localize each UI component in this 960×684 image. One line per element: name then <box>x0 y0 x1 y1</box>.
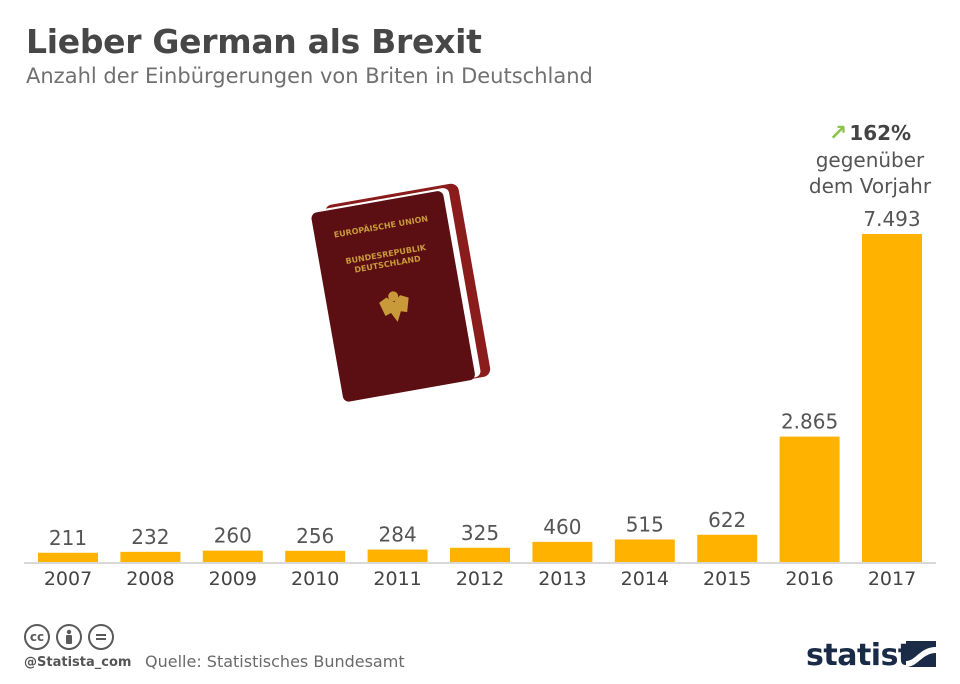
category-label-2017: 2017 <box>868 568 916 590</box>
passport-illustration: EUROPÄISCHE UNION BUNDESREPUBLIK DEUTSCH… <box>311 183 491 402</box>
bar-2010 <box>285 550 346 562</box>
value-label-2011: 284 <box>379 523 417 547</box>
value-label-2017: 7.493 <box>863 207 920 231</box>
growth-percent: 162% <box>849 121 912 145</box>
cc-icon[interactable]: cc <box>24 624 50 650</box>
statista-logo-icon <box>906 641 936 667</box>
value-label-2009: 260 <box>214 524 252 548</box>
bar-2007 <box>38 552 98 562</box>
category-label-2015: 2015 <box>703 568 751 590</box>
value-label-2008: 232 <box>131 525 169 549</box>
attribution-icon[interactable] <box>56 624 82 650</box>
category-label-2013: 2013 <box>538 568 586 590</box>
growth-text-line1: gegenüber <box>815 148 925 172</box>
bar-2011 <box>367 549 428 562</box>
category-label-2007: 2007 <box>44 568 92 590</box>
category-label-2010: 2010 <box>291 568 339 590</box>
value-label-2010: 256 <box>296 524 334 548</box>
chart-subtitle: Anzahl der Einbürgerungen von Briten in … <box>26 64 593 88</box>
value-label-2007: 211 <box>49 526 87 550</box>
bar-2014 <box>614 539 675 562</box>
value-label-2015: 622 <box>708 508 746 532</box>
statista-handle[interactable]: @Statista_com <box>24 655 132 670</box>
bar-2016 <box>779 436 840 562</box>
eagle-icon <box>379 291 409 322</box>
bar-2008 <box>120 551 181 562</box>
category-label-2012: 2012 <box>456 568 504 590</box>
value-label-2013: 460 <box>543 515 581 539</box>
category-label-2008: 2008 <box>126 568 174 590</box>
bar-2013 <box>532 541 593 562</box>
category-label-2009: 2009 <box>209 568 257 590</box>
value-label-2016: 2.865 <box>781 410 838 434</box>
growth-text-line2: dem Vorjahr <box>808 174 932 198</box>
no-derivatives-icon[interactable] <box>88 624 114 650</box>
bar-2012 <box>450 547 510 562</box>
category-label-2011: 2011 <box>373 568 421 590</box>
bar-2017 <box>862 234 922 562</box>
bar-2015 <box>697 534 758 562</box>
value-label-2014: 515 <box>626 512 664 536</box>
chart-title: Lieber German als Brexit <box>26 22 482 61</box>
license-icons: cc <box>24 624 114 650</box>
value-label-2012: 325 <box>461 521 499 545</box>
source-text: Quelle: Statistisches Bundesamt <box>145 652 405 671</box>
growth-annotation: ↗ 162% gegenüber dem Vorjahr <box>770 120 960 199</box>
bar-2009 <box>202 550 263 562</box>
category-label-2016: 2016 <box>785 568 833 590</box>
category-label-2014: 2014 <box>621 568 669 590</box>
arrow-up-right-icon: ↗ <box>828 121 848 146</box>
